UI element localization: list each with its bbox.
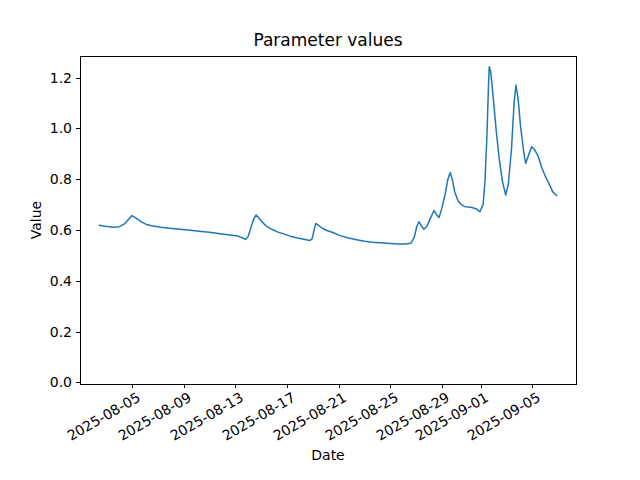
- x-axis-label: Date: [80, 447, 576, 463]
- axis-ticks: [76, 79, 533, 389]
- y-tick-label: 0.6: [8, 223, 72, 237]
- plot-frame: [80, 56, 576, 384]
- y-tick-label: 1.0: [8, 121, 72, 135]
- y-tick-label: 0.4: [8, 274, 72, 288]
- chart-title: Parameter values: [80, 31, 576, 50]
- y-tick-label: 0.2: [8, 325, 72, 339]
- y-tick-label: 0.8: [8, 172, 72, 186]
- y-tick-label: 1.2: [8, 71, 72, 85]
- series-parameter-value: [99, 67, 557, 244]
- data-line: [99, 67, 557, 244]
- figure-canvas: Parameter values Date Value 0.00.20.40.6…: [0, 0, 640, 480]
- y-tick-label: 0.0: [8, 375, 72, 389]
